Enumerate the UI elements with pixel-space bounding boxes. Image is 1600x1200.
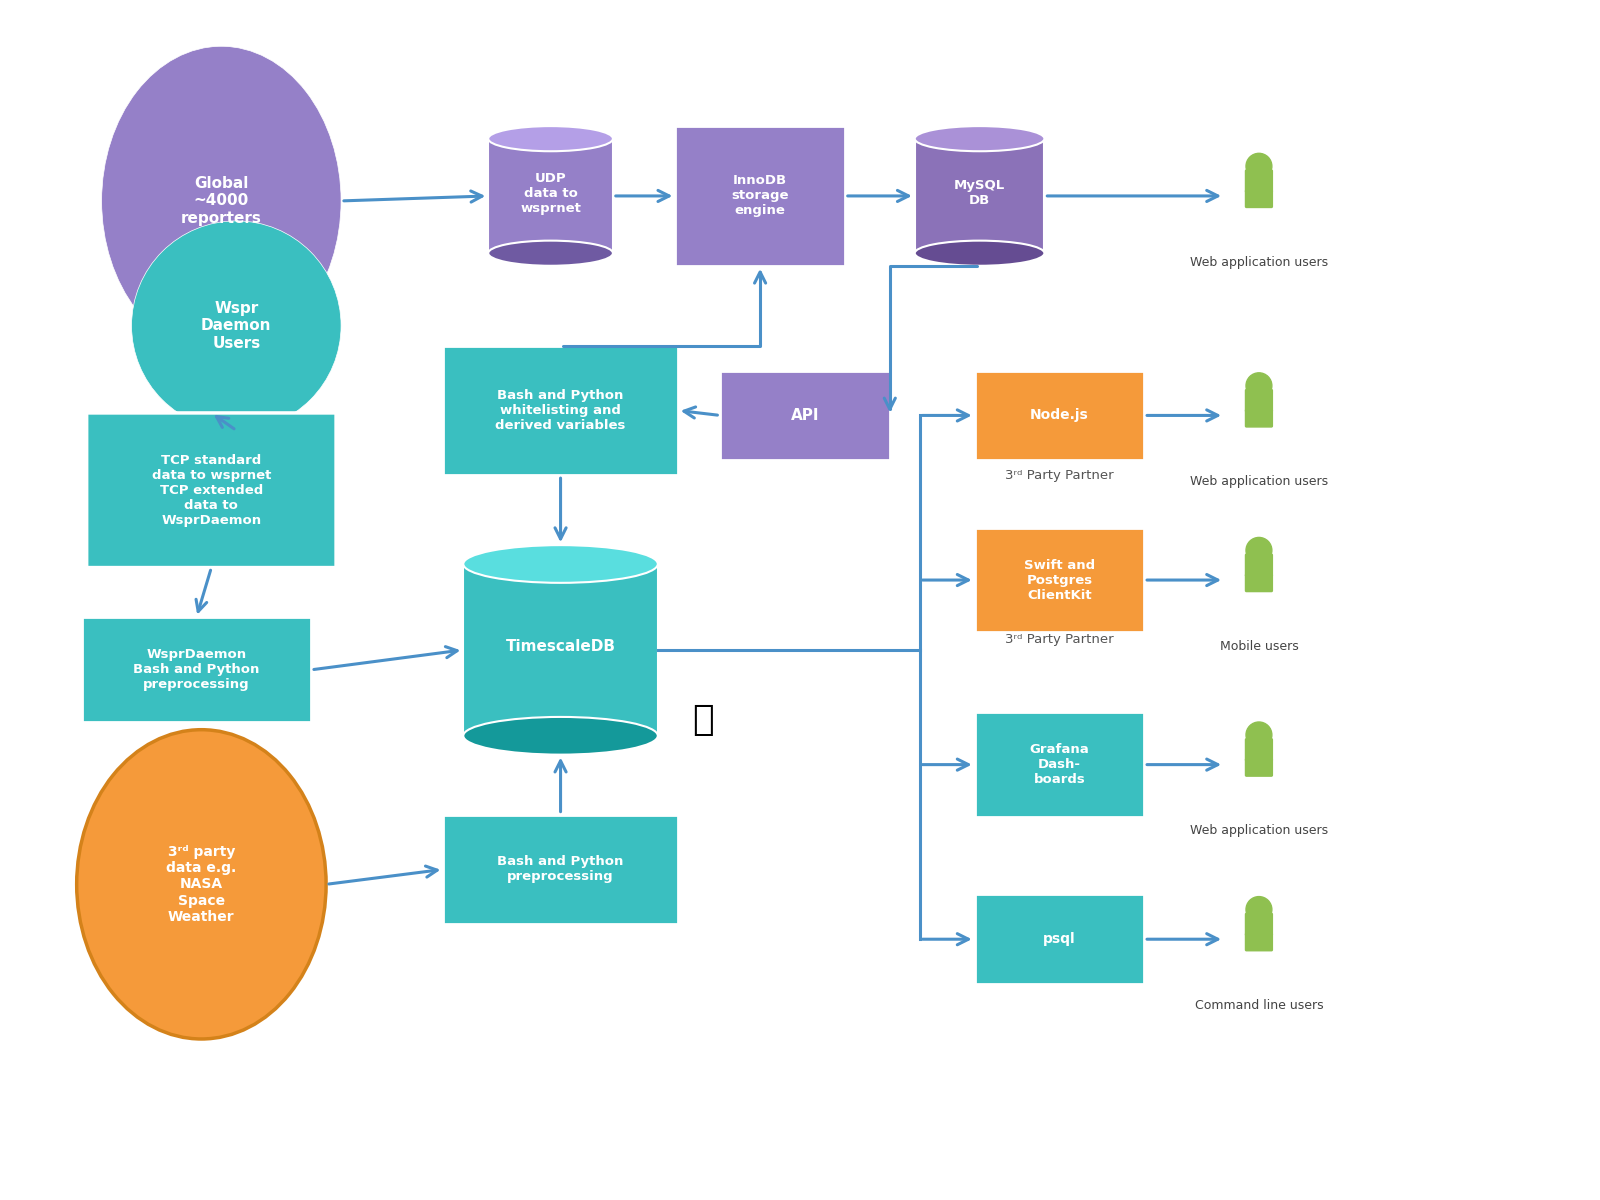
Text: 3ʳᵈ Party Partner: 3ʳᵈ Party Partner — [1005, 634, 1114, 647]
Circle shape — [1246, 896, 1272, 923]
Text: psql: psql — [1043, 932, 1075, 947]
FancyBboxPatch shape — [1245, 934, 1272, 950]
Text: API: API — [790, 408, 819, 422]
Circle shape — [1246, 722, 1272, 748]
Text: Bash and Python
whitelisting and
derived variables: Bash and Python whitelisting and derived… — [496, 389, 626, 432]
Text: Bash and Python
preprocessing: Bash and Python preprocessing — [498, 856, 624, 883]
Text: Mobile users: Mobile users — [1219, 640, 1298, 653]
FancyBboxPatch shape — [720, 371, 890, 461]
FancyBboxPatch shape — [1245, 913, 1272, 936]
FancyBboxPatch shape — [1245, 739, 1272, 761]
Ellipse shape — [77, 730, 326, 1039]
FancyBboxPatch shape — [1245, 190, 1272, 208]
Text: MySQL
DB: MySQL DB — [954, 180, 1005, 208]
Ellipse shape — [102, 47, 341, 355]
Text: Command line users: Command line users — [1195, 1000, 1323, 1012]
Text: WsprDaemon
Bash and Python
preprocessing: WsprDaemon Bash and Python preprocessing — [133, 648, 259, 691]
Text: TCP standard
data to wsprnet
TCP extended
data to
WsprDaemon: TCP standard data to wsprnet TCP extende… — [152, 454, 270, 527]
Text: UDP
data to
wsprnet: UDP data to wsprnet — [520, 172, 581, 215]
FancyBboxPatch shape — [1245, 758, 1272, 776]
FancyBboxPatch shape — [82, 618, 310, 722]
Ellipse shape — [488, 126, 613, 151]
Text: Web application users: Web application users — [1190, 824, 1328, 838]
Text: Global
~4000
reporters: Global ~4000 reporters — [181, 176, 262, 226]
Ellipse shape — [915, 241, 1045, 265]
FancyBboxPatch shape — [974, 528, 1144, 632]
Text: 🐯: 🐯 — [691, 703, 714, 737]
Text: InnoDB
storage
engine: InnoDB storage engine — [731, 174, 789, 217]
Ellipse shape — [131, 221, 341, 431]
FancyBboxPatch shape — [974, 713, 1144, 817]
Text: 3ʳᵈ party
data e.g.
NASA
Space
Weather: 3ʳᵈ party data e.g. NASA Space Weather — [166, 845, 237, 924]
Circle shape — [1246, 373, 1272, 398]
Ellipse shape — [488, 241, 613, 265]
FancyBboxPatch shape — [464, 564, 658, 736]
FancyBboxPatch shape — [974, 894, 1144, 984]
FancyBboxPatch shape — [1245, 390, 1272, 412]
FancyBboxPatch shape — [974, 371, 1144, 461]
FancyBboxPatch shape — [1245, 554, 1272, 576]
FancyBboxPatch shape — [488, 139, 613, 253]
Text: TimescaleDB: TimescaleDB — [506, 638, 616, 654]
Ellipse shape — [915, 126, 1045, 151]
FancyBboxPatch shape — [86, 413, 336, 568]
Text: Web application users: Web application users — [1190, 256, 1328, 269]
FancyBboxPatch shape — [1245, 409, 1272, 427]
FancyBboxPatch shape — [1245, 170, 1272, 192]
FancyBboxPatch shape — [443, 815, 678, 924]
Ellipse shape — [464, 716, 658, 755]
FancyBboxPatch shape — [1245, 575, 1272, 592]
Text: Swift and
Postgres
ClientKit: Swift and Postgres ClientKit — [1024, 558, 1094, 601]
Text: Web application users: Web application users — [1190, 475, 1328, 488]
Text: Grafana
Dash-
boards: Grafana Dash- boards — [1029, 743, 1090, 786]
Text: Wspr
Daemon
Users: Wspr Daemon Users — [202, 301, 272, 350]
FancyBboxPatch shape — [675, 126, 845, 265]
Circle shape — [1246, 154, 1272, 179]
Ellipse shape — [464, 545, 658, 583]
Text: Node.js: Node.js — [1030, 408, 1088, 422]
FancyBboxPatch shape — [443, 346, 678, 475]
Text: 3ʳᵈ Party Partner: 3ʳᵈ Party Partner — [1005, 469, 1114, 481]
Circle shape — [1246, 538, 1272, 563]
FancyBboxPatch shape — [915, 139, 1045, 253]
